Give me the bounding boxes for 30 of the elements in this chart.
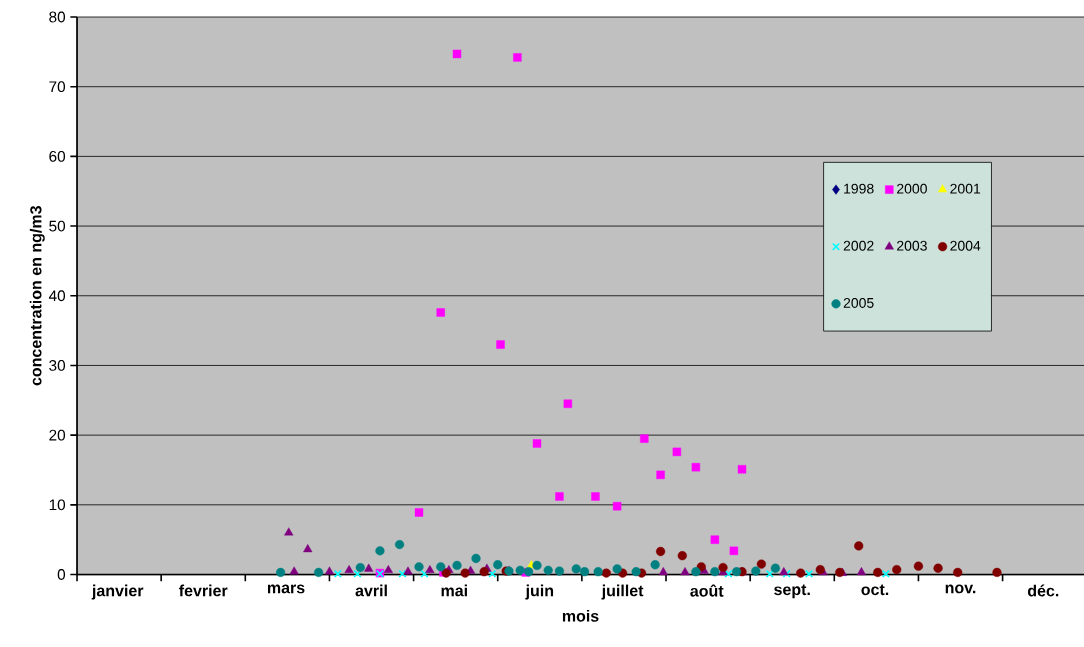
y-tick-label: 50 — [49, 220, 66, 232]
legend-label: 2003 — [897, 241, 927, 251]
y-tick-label: 20 — [49, 429, 66, 441]
y-tick-label: 40 — [48, 290, 66, 302]
y-tick-label: 0 — [57, 569, 66, 581]
x-tick-label: janvier — [91, 584, 144, 600]
x-tick-label: juillet — [601, 584, 644, 600]
x-axis-title: mois — [562, 610, 599, 622]
y-tick-label: 10 — [49, 499, 66, 511]
legend-label: 2002 — [843, 241, 874, 251]
x-tick-label: mars — [267, 584, 305, 594]
x-tick-label: juin — [525, 584, 554, 600]
y-tick-label: 80 — [49, 11, 66, 23]
x-tick-label: nov. — [945, 584, 976, 594]
x-tick-label: oct. — [861, 584, 889, 596]
y-tick-label: 30 — [49, 360, 66, 372]
legend-label: 2004 — [950, 241, 981, 251]
legend-label: 1998 — [844, 183, 874, 194]
legend-label: 2001 — [950, 183, 981, 194]
x-tick-label: août — [690, 584, 724, 597]
legend-label: 2000 — [897, 183, 927, 194]
y-tick-label: 60 — [49, 151, 66, 163]
legend-label: 2005 — [843, 298, 874, 309]
x-tick-label: fevrier — [179, 584, 228, 597]
y-axis-title: concentration en ng/m3 — [29, 206, 45, 386]
y-tick-label: 70 — [49, 81, 66, 93]
x-tick-label: avril — [355, 584, 387, 597]
x-tick-label: sept. — [774, 584, 810, 599]
x-tick-label: déc. — [1027, 584, 1059, 597]
x-tick-label: mai — [441, 584, 467, 597]
